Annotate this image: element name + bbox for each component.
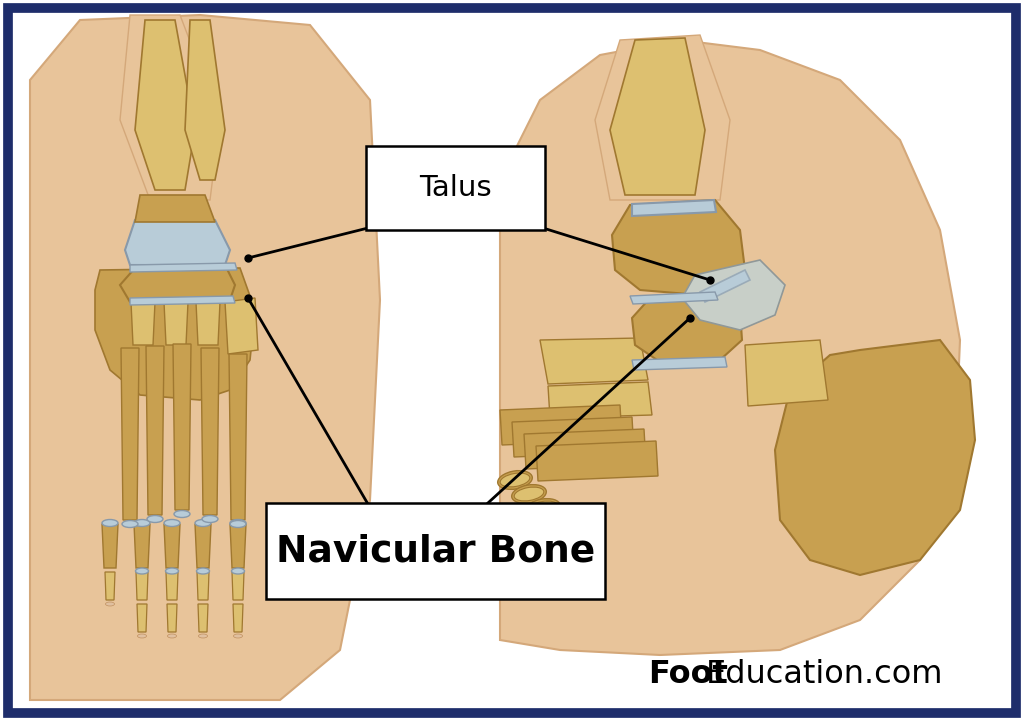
Ellipse shape [197,568,210,574]
Polygon shape [136,572,148,600]
Polygon shape [632,295,742,362]
Ellipse shape [233,634,243,638]
Polygon shape [230,524,246,568]
Polygon shape [595,35,730,200]
Ellipse shape [166,568,178,574]
Polygon shape [120,15,220,200]
Polygon shape [612,200,745,295]
Ellipse shape [168,634,176,638]
Polygon shape [198,604,208,632]
Polygon shape [745,340,828,406]
Ellipse shape [500,473,529,487]
FancyBboxPatch shape [266,503,605,599]
Ellipse shape [147,516,163,523]
Polygon shape [185,20,225,180]
Polygon shape [164,302,188,345]
FancyBboxPatch shape [366,146,545,230]
Ellipse shape [122,521,138,528]
Ellipse shape [514,487,544,501]
Polygon shape [500,40,961,655]
Polygon shape [146,346,164,515]
Polygon shape [632,200,716,216]
Polygon shape [775,340,975,575]
Polygon shape [121,348,139,520]
Polygon shape [233,604,243,632]
Ellipse shape [230,521,246,528]
Polygon shape [135,195,215,222]
Polygon shape [196,302,220,345]
Polygon shape [232,572,244,600]
Polygon shape [130,263,237,272]
Polygon shape [134,524,150,568]
Polygon shape [131,302,155,345]
Ellipse shape [199,634,208,638]
Polygon shape [700,270,750,302]
Text: Education.com: Education.com [706,659,943,690]
Polygon shape [682,260,785,330]
Text: Foot: Foot [648,659,728,690]
Ellipse shape [134,520,150,526]
Polygon shape [30,15,380,700]
Ellipse shape [135,568,148,574]
Ellipse shape [174,510,190,518]
Polygon shape [540,338,648,384]
Ellipse shape [137,634,146,638]
Polygon shape [105,572,115,600]
Polygon shape [201,348,219,515]
Ellipse shape [512,485,547,503]
Polygon shape [524,429,646,469]
Text: Navicular Bone: Navicular Bone [275,533,595,569]
Ellipse shape [164,520,180,526]
Polygon shape [229,354,247,520]
Polygon shape [610,38,705,195]
Polygon shape [120,265,234,302]
Ellipse shape [105,602,115,606]
Ellipse shape [202,516,218,523]
Ellipse shape [528,501,558,515]
Ellipse shape [498,471,532,490]
Polygon shape [632,357,727,370]
Ellipse shape [231,568,245,574]
Polygon shape [102,524,118,568]
Polygon shape [630,292,718,304]
Ellipse shape [525,499,560,518]
Polygon shape [536,441,658,481]
Ellipse shape [230,520,246,526]
Polygon shape [197,572,209,600]
Polygon shape [195,524,211,568]
Polygon shape [164,524,180,568]
Ellipse shape [195,520,211,526]
Polygon shape [225,298,258,354]
Polygon shape [166,572,178,600]
Text: Talus: Talus [419,174,492,202]
Ellipse shape [102,520,118,526]
Polygon shape [125,220,230,265]
Polygon shape [137,604,147,632]
Polygon shape [167,604,177,632]
Polygon shape [130,296,234,305]
Polygon shape [173,344,191,510]
Polygon shape [512,417,634,457]
Polygon shape [95,268,255,400]
Polygon shape [135,20,195,190]
Polygon shape [548,382,652,418]
Polygon shape [500,405,622,445]
